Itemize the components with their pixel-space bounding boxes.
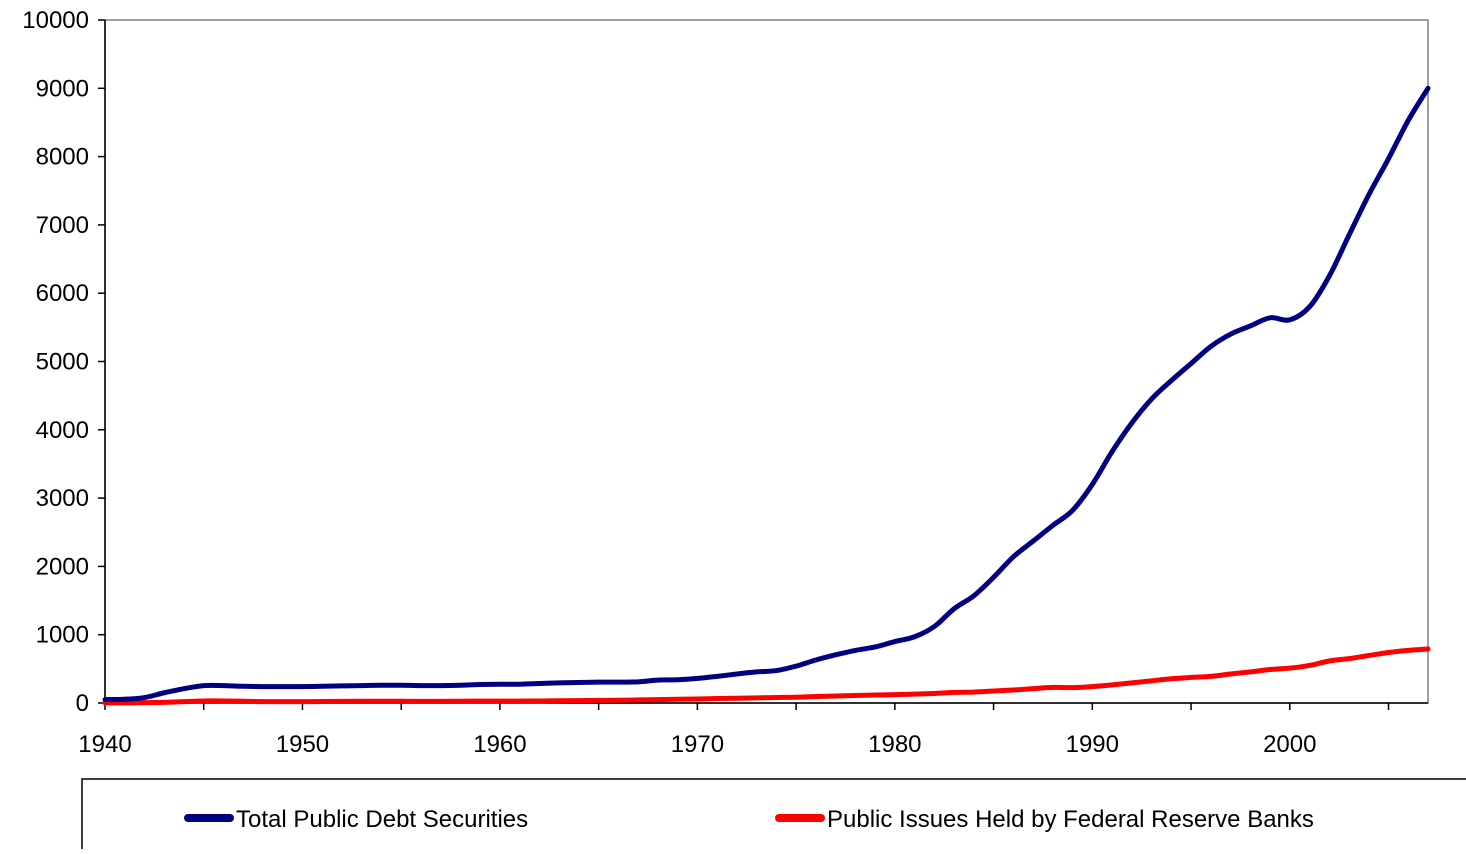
y-tick-label: 1000 (36, 622, 89, 649)
x-tick-label: 1990 (1066, 731, 1119, 758)
legend: Total Public Debt Securities Public Issu… (81, 778, 1466, 849)
x-tick-label: 1940 (78, 731, 131, 758)
legend-label-total-public-debt: Total Public Debt Securities (236, 806, 528, 833)
x-tick-label: 1970 (671, 731, 724, 758)
y-tick-label: 4000 (36, 417, 89, 444)
y-tick-label: 7000 (36, 212, 89, 239)
x-tick-label: 1960 (473, 731, 526, 758)
y-tick-label: 3000 (36, 485, 89, 512)
y-axis: 0 1000 2000 3000 4000 5000 6000 7000 8000 9000 100… (22, 7, 106, 717)
y-tick-label: 2000 (36, 553, 89, 580)
y-tick-label: 8000 (36, 144, 89, 171)
y-tick-label: 0 (76, 690, 89, 717)
x-tick-label: 1980 (868, 731, 921, 758)
series-line-federal-reserve (102, 646, 1431, 706)
legend-frame (81, 778, 1466, 849)
x-tick-label: 1950 (276, 731, 329, 758)
y-tick-label: 6000 (36, 280, 89, 307)
x-tick-label: 2000 (1263, 731, 1316, 758)
y-tick-label: 10000 (22, 7, 89, 34)
y-tick-label: 9000 (36, 75, 89, 102)
y-tick-label: 5000 (36, 349, 89, 376)
series-lines (102, 85, 1431, 706)
series-line-total-public-debt (102, 85, 1431, 703)
legend-label-federal-reserve: Public Issues Held by Federal Reserve Ba… (827, 806, 1314, 833)
